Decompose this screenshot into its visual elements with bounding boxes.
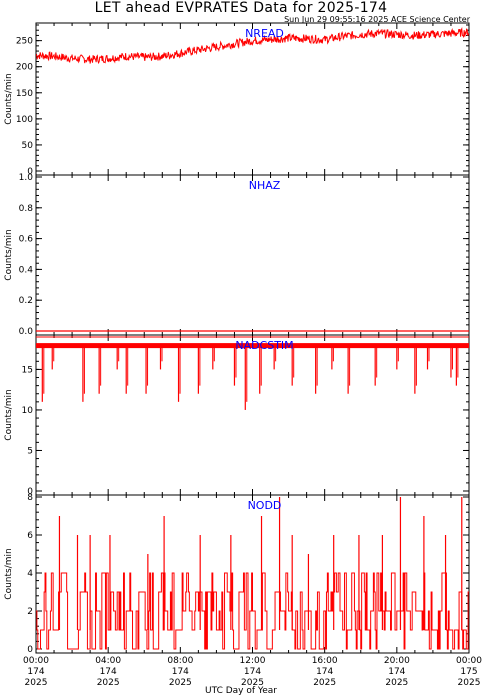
y-axis-label: Counts/min	[4, 229, 14, 280]
chart-title: LET ahead EVPRATES Data for 2025-174	[94, 0, 388, 16]
y-tick-label: 0.4	[19, 265, 34, 275]
y-tick-label: 250	[16, 37, 33, 47]
y-axis-label: Counts/min	[4, 389, 14, 440]
x-axis-label: UTC Day of Year	[205, 686, 277, 696]
x-tick-day: 175	[460, 667, 477, 677]
y-tick-label: 50	[22, 141, 34, 151]
y-tick-label: 2	[27, 607, 33, 617]
y-axis-label: Counts/min	[4, 548, 14, 599]
y-tick-label: 4	[27, 569, 33, 579]
y-tick-label: 15	[22, 365, 33, 375]
panel-label: NADCSTIM	[235, 339, 293, 352]
x-tick-day: 174	[27, 667, 44, 677]
x-tick-time: 12:00	[240, 656, 266, 666]
x-tick-time: 04:00	[95, 656, 121, 666]
x-tick-year: 2025	[97, 678, 120, 688]
y-tick-label: 0.6	[19, 235, 34, 245]
y-tick-label: 200	[16, 63, 33, 73]
series-band	[36, 343, 469, 349]
x-tick-year: 2025	[25, 678, 48, 688]
y-tick-label: 150	[16, 89, 33, 99]
x-tick-time: 00:00	[23, 656, 49, 666]
x-tick-time: 20:00	[384, 656, 410, 666]
y-tick-label: 10	[22, 406, 34, 416]
y-tick-label: 0.2	[19, 296, 33, 306]
y-axis-label: Counts/min	[4, 73, 14, 124]
series-line	[36, 572, 469, 650]
y-tick-label: 100	[16, 115, 33, 125]
panel-label: NHAZ	[249, 179, 281, 192]
y-tick-label: 8	[27, 493, 33, 503]
x-tick-year: 2025	[313, 678, 336, 688]
x-tick-time: 00:00	[456, 656, 482, 666]
x-tick-time: 16:00	[312, 656, 338, 666]
x-tick-day: 174	[244, 667, 261, 677]
panel-frame	[35, 174, 470, 336]
panel-label: NREAD	[245, 27, 284, 40]
x-tick-day: 174	[388, 667, 405, 677]
y-tick-label: 0	[27, 487, 33, 497]
y-tick-label: 0	[27, 645, 33, 655]
x-tick-year: 2025	[385, 678, 408, 688]
x-tick-year: 2025	[458, 678, 481, 688]
x-tick-time: 08:00	[167, 656, 193, 666]
panel-label: NODD	[248, 499, 282, 512]
x-tick-year: 2025	[169, 678, 192, 688]
y-tick-label: 1.0	[19, 173, 34, 183]
x-tick-year: 2025	[241, 678, 264, 688]
x-tick-day: 174	[100, 667, 117, 677]
y-tick-label: 5	[27, 446, 33, 456]
y-tick-label: 6	[27, 531, 33, 541]
y-tick-label: 0.8	[19, 204, 34, 214]
y-tick-label: 0.0	[19, 327, 34, 337]
y-tick-label: 0	[27, 167, 33, 177]
x-tick-day: 174	[172, 667, 189, 677]
series-line	[36, 26, 469, 65]
generation-timestamp: Sun Jun 29 09:55:16 2025 ACE Science Cen…	[284, 15, 470, 24]
x-tick-day: 174	[316, 667, 333, 677]
